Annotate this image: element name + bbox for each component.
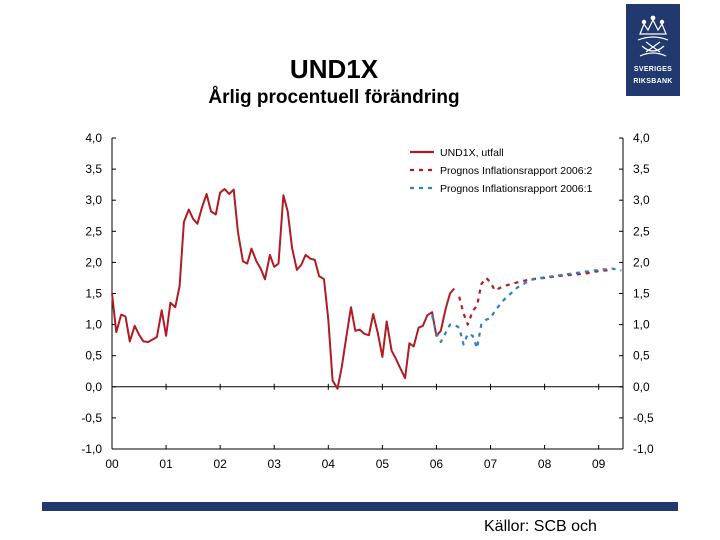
y-tick-label-right: 2,0	[633, 255, 650, 269]
logo-text-line1: SVERIGES	[633, 66, 673, 73]
x-tick-label: 05	[376, 457, 390, 471]
y-tick-label-right: 2,5	[633, 224, 650, 238]
y-tick-label-right: 3,5	[633, 162, 650, 176]
crown-emblem-icon	[637, 15, 669, 57]
y-tick-label-left: 2,5	[85, 224, 102, 238]
series-line-2	[458, 268, 613, 326]
series-line-3	[431, 267, 622, 350]
page-subtitle: Årlig procentuell förändring	[208, 87, 460, 108]
x-tick-label: 02	[213, 457, 227, 471]
source-note: Källor: SCB och	[484, 518, 597, 535]
y-tick-label-left: -0,5	[81, 411, 102, 425]
chart-series	[111, 188, 622, 390]
riksbank-logo: SVERIGES RIKSBANK	[626, 4, 680, 96]
y-tick-label-left: 2,0	[85, 255, 102, 269]
y-tick-label-left: 1,0	[85, 318, 102, 332]
y-tick-label-right: -1,0	[633, 442, 654, 456]
y-tick-label-right: -0,5	[633, 411, 654, 425]
y-tick-label-right: 4,0	[633, 131, 650, 145]
chart-ticks: 4,0 4,0 3,5 3,5 3,0 3,0 2,5 2,5 2,0 2,0 1,5 1,5 1,0 1…	[81, 131, 654, 471]
series-line-1	[111, 188, 456, 390]
y-tick-label-right: 1,5	[633, 287, 650, 301]
x-tick-label: 07	[484, 457, 498, 471]
y-tick-label-right: 1,0	[633, 318, 650, 332]
logo-text-line2: RIKSBANK	[633, 78, 673, 85]
footer-bar	[42, 502, 678, 511]
y-tick-label-right: 0,0	[633, 380, 650, 394]
legend-entry-3: Prognos Inflationsrapport 2006:1	[440, 183, 593, 195]
legend-entry-2: Prognos Inflationsrapport 2006:2	[440, 165, 593, 177]
x-tick-label: 06	[430, 457, 444, 471]
x-tick-label: 01	[159, 457, 173, 471]
y-tick-label-right: 3,0	[633, 193, 650, 207]
y-tick-label-right: 0,5	[633, 349, 650, 363]
y-tick-label-left: 3,5	[85, 162, 102, 176]
x-tick-label: 09	[592, 457, 606, 471]
x-tick-label: 04	[322, 457, 336, 471]
y-tick-label-left: 0,0	[85, 380, 102, 394]
inflation-chart: 4,0 4,0 3,5 3,5 3,0 3,0 2,5 2,5 2,0 2,0 1,5 1,5 1,0 1…	[81, 131, 654, 471]
y-tick-label-left: 0,5	[85, 349, 102, 363]
y-tick-label-left: 3,0	[85, 193, 102, 207]
x-tick-label: 00	[105, 457, 119, 471]
page-title: UND1X	[289, 54, 379, 84]
y-tick-label-left: -1,0	[81, 442, 102, 456]
y-tick-label-left: 1,5	[85, 287, 102, 301]
x-tick-label: 03	[268, 457, 282, 471]
y-tick-label-left: 4,0	[85, 131, 102, 145]
legend-entry-1: UND1X, utfall	[440, 147, 504, 159]
chart-legend: UND1X, utfall Prognos Inflationsrapport 2…	[410, 147, 593, 195]
x-tick-label: 08	[538, 457, 552, 471]
